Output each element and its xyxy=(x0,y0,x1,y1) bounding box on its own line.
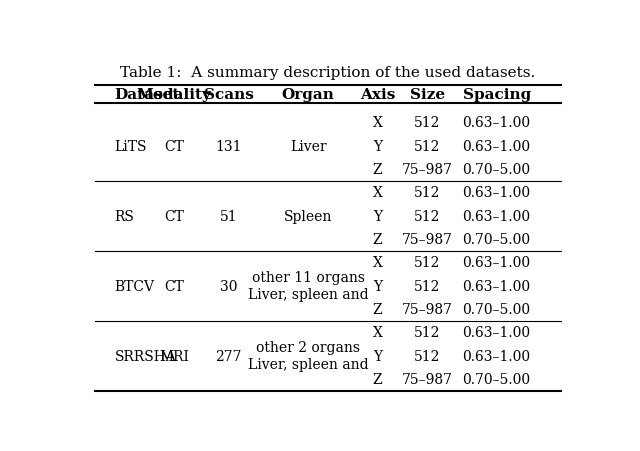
Text: RS: RS xyxy=(115,209,134,223)
Text: 0.63–1.00: 0.63–1.00 xyxy=(463,186,531,200)
Text: Y: Y xyxy=(373,209,382,223)
Text: 0.63–1.00: 0.63–1.00 xyxy=(463,209,531,223)
Text: Liver, spleen and: Liver, spleen and xyxy=(248,288,369,302)
Text: Dataset: Dataset xyxy=(115,87,180,101)
Text: CT: CT xyxy=(164,279,184,293)
Text: MRI: MRI xyxy=(159,349,189,363)
Text: 0.63–1.00: 0.63–1.00 xyxy=(463,349,531,363)
Text: Y: Y xyxy=(373,279,382,293)
Text: 0.70–5.00: 0.70–5.00 xyxy=(463,233,531,247)
Text: 0.70–5.00: 0.70–5.00 xyxy=(463,163,531,177)
Text: X: X xyxy=(372,326,383,340)
Text: Spleen: Spleen xyxy=(284,209,332,223)
Text: 512: 512 xyxy=(414,349,440,363)
Text: 512: 512 xyxy=(414,209,440,223)
Text: 131: 131 xyxy=(216,139,242,153)
Text: X: X xyxy=(372,116,383,130)
Text: 512: 512 xyxy=(414,326,440,340)
Text: Modality: Modality xyxy=(137,87,212,101)
Text: Z: Z xyxy=(372,303,383,317)
Text: 75–987: 75–987 xyxy=(402,373,452,387)
Text: other 11 organs: other 11 organs xyxy=(252,271,365,285)
Text: 512: 512 xyxy=(414,186,440,200)
Text: Size: Size xyxy=(410,87,445,101)
Text: Y: Y xyxy=(373,349,382,363)
Text: Liver, spleen and: Liver, spleen and xyxy=(248,358,369,372)
Text: 75–987: 75–987 xyxy=(402,303,452,317)
Text: 512: 512 xyxy=(414,116,440,130)
Text: Y: Y xyxy=(373,139,382,153)
Text: 0.63–1.00: 0.63–1.00 xyxy=(463,326,531,340)
Text: CT: CT xyxy=(164,209,184,223)
Text: other 2 organs: other 2 organs xyxy=(256,341,360,354)
Text: 0.63–1.00: 0.63–1.00 xyxy=(463,279,531,293)
Text: Liver: Liver xyxy=(290,139,326,153)
Text: Organ: Organ xyxy=(282,87,335,101)
Text: 0.70–5.00: 0.70–5.00 xyxy=(463,303,531,317)
Text: Scans: Scans xyxy=(204,87,253,101)
Text: 277: 277 xyxy=(216,349,242,363)
Text: Spacing: Spacing xyxy=(463,87,531,101)
Text: LiTS: LiTS xyxy=(115,139,147,153)
Text: 0.63–1.00: 0.63–1.00 xyxy=(463,116,531,130)
Text: Z: Z xyxy=(372,163,383,177)
Text: 512: 512 xyxy=(414,256,440,270)
Text: 30: 30 xyxy=(220,279,237,293)
Text: 512: 512 xyxy=(414,139,440,153)
Text: CT: CT xyxy=(164,139,184,153)
Text: 0.63–1.00: 0.63–1.00 xyxy=(463,256,531,270)
Text: 0.63–1.00: 0.63–1.00 xyxy=(463,139,531,153)
Text: X: X xyxy=(372,256,383,270)
Text: 75–987: 75–987 xyxy=(402,163,452,177)
Text: X: X xyxy=(372,186,383,200)
Text: SRRSHA: SRRSHA xyxy=(115,349,177,363)
Text: 75–987: 75–987 xyxy=(402,233,452,247)
Text: 51: 51 xyxy=(220,209,237,223)
Text: BTCV: BTCV xyxy=(115,279,155,293)
Text: Table 1:  A summary description of the used datasets.: Table 1: A summary description of the us… xyxy=(120,66,536,80)
Text: Axis: Axis xyxy=(360,87,396,101)
Text: Z: Z xyxy=(372,373,383,387)
Text: 512: 512 xyxy=(414,279,440,293)
Text: Z: Z xyxy=(372,233,383,247)
Text: 0.70–5.00: 0.70–5.00 xyxy=(463,373,531,387)
